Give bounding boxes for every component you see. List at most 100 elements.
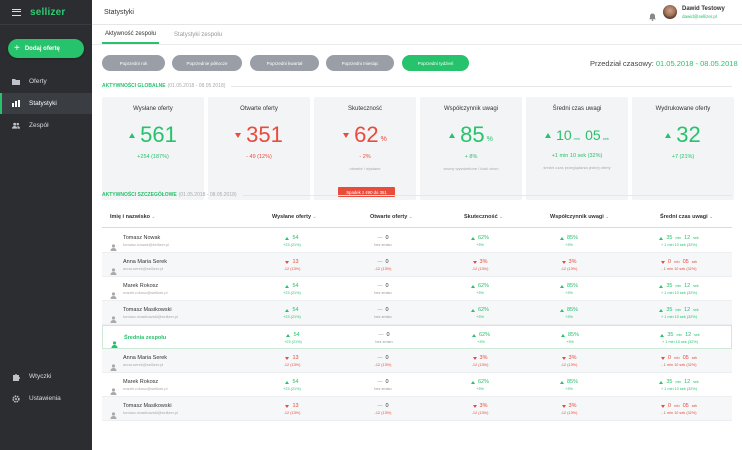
- period-button-miesiac[interactable]: Poprzedni miesiąc: [326, 55, 394, 71]
- cell-value: 54: [292, 235, 299, 241]
- cell-change: + 1 min 10 sek (32%): [661, 314, 697, 319]
- card-value: 561: [140, 122, 177, 147]
- cell-change: +3%: [565, 242, 573, 247]
- col-effectiveness[interactable]: Skuteczność: [464, 214, 503, 220]
- period-button-kwartal[interactable]: Poprzedni kwartał: [250, 55, 319, 71]
- card-min-unit: min: [573, 136, 581, 141]
- col-name[interactable]: Imię i nazwisko: [110, 214, 156, 220]
- avatar[interactable]: [663, 5, 677, 19]
- arrow-down-icon: [660, 356, 665, 360]
- cell-sent: 54 +23 (21%): [272, 379, 312, 391]
- row-email: tomasz.masikowski@sellizer.pl: [123, 410, 178, 415]
- row-email: marek.rokosz@sellizer.pl: [123, 290, 168, 295]
- cell-attention: 3% -12 (13%): [549, 355, 589, 367]
- row-name: Tomasz Masikowski: [123, 307, 172, 313]
- puzzle-icon: [12, 373, 20, 381]
- cell-opened: —0 -12 (13%): [363, 403, 403, 415]
- sidebar-item-ustawienia[interactable]: Ustawienia: [0, 388, 92, 409]
- person-icon: [110, 286, 117, 299]
- period-button-polrocze[interactable]: Poprzednie półrocze: [172, 55, 242, 71]
- dash-icon: —: [377, 307, 383, 313]
- sidebar-item-wtyczki[interactable]: Wtyczki: [0, 366, 92, 387]
- arrow-up-icon: [659, 308, 664, 312]
- arrow-up-icon: [285, 308, 290, 312]
- cell-effectiveness: 62% +3%: [460, 307, 500, 319]
- col-attention[interactable]: Współczynnik uwagi: [550, 214, 609, 220]
- arrow-up-icon: [449, 132, 456, 138]
- cell-change: +3%: [566, 339, 574, 344]
- cell-minutes: 35: [666, 283, 673, 289]
- cell-value: 3%: [568, 259, 577, 265]
- table-row-average[interactable]: Średnia zespołu 54 +23 (21%) —0 bez zmian 62%…: [102, 325, 732, 349]
- bell-icon[interactable]: [649, 8, 656, 21]
- cell-change: +23 (21%): [283, 386, 301, 391]
- cell-value: 0: [385, 283, 389, 289]
- cell-sec-unit: sek: [691, 356, 698, 360]
- card-title: Otwarte oferty: [240, 106, 278, 112]
- arrow-up-icon: [559, 236, 564, 240]
- cell-change: -12 (13%): [471, 362, 489, 367]
- sidebar-item-label: Wtyczki: [29, 373, 52, 380]
- period-button-rok[interactable]: Poprzedni rok: [102, 55, 165, 71]
- add-offer-button[interactable]: + Dodaj ofertę: [8, 39, 84, 58]
- row-email: anna.serek@sellizer.pl: [123, 362, 164, 367]
- cell-change: -12 (13%): [471, 266, 489, 271]
- hamburger-icon[interactable]: [12, 8, 21, 16]
- col-sent[interactable]: Wysłane oferty: [272, 214, 317, 220]
- table-row[interactable]: Tomasz Masikowski tomasz.masikowski@selli…: [102, 397, 732, 421]
- cell-opened: —0 bez zmian: [363, 235, 403, 247]
- cell-value: 0: [385, 355, 389, 361]
- row-name: Marek Rokosz: [123, 283, 159, 289]
- table-row[interactable]: Tomasz Masikowski tomasz.masikowski@selli…: [102, 301, 732, 325]
- cell-attention: 85% +3%: [550, 332, 590, 344]
- arrow-down-icon: [561, 260, 566, 264]
- table-row[interactable]: Tomasz Nowak tomasz.nowak@sellizer.pl 54 +2…: [102, 229, 732, 253]
- table-row[interactable]: Marek Rokosz marek.rokosz@sellizer.pl 54 +2…: [102, 277, 732, 301]
- card-unit: %: [486, 136, 493, 143]
- user-name[interactable]: Dawid Testowy: [682, 6, 725, 12]
- cell-sec-unit: sek: [691, 260, 698, 264]
- sidebar-item-statystyki[interactable]: Statystyki: [0, 93, 92, 114]
- cell-change: - 1 min 10 sek (32%): [661, 410, 697, 415]
- table-row[interactable]: Anna Maria Serek anna.serek@sellizer.pl 13…: [102, 349, 732, 373]
- cell-seconds: 12: [684, 283, 691, 289]
- arrow-up-icon: [470, 284, 475, 288]
- cell-avg-time: 0 min 05 sek - 1 min 10 sek (32%): [649, 259, 709, 271]
- sidebar: sellizer + Dodaj ofertę Oferty Statystyk…: [0, 0, 92, 450]
- cell-change: +23 (21%): [284, 339, 302, 344]
- global-section-title: AKTYWNOŚCI GLOBALNE: [102, 83, 166, 89]
- cell-sec-unit: sek: [694, 333, 700, 337]
- period-button-tydzien[interactable]: Poprzedni tydzień: [402, 55, 469, 71]
- tab-aktywnosc-zespolu[interactable]: Aktywność zespołu: [102, 25, 160, 44]
- card-wydrukowane-oferty: Wydrukowane oferty 32 +7 (21%): [632, 97, 734, 200]
- cell-value: 0: [385, 307, 389, 313]
- cell-change: bez zmian: [374, 386, 392, 391]
- cell-sent: 54 +23 (21%): [272, 235, 312, 247]
- tab-statystyki-zespolu[interactable]: Statystyki zespołu: [174, 31, 223, 38]
- arrow-up-icon: [559, 380, 564, 384]
- table-row[interactable]: Anna Maria Serek anna.serek@sellizer.pl 13…: [102, 253, 732, 277]
- arrow-up-icon: [660, 333, 665, 337]
- arrow-up-icon: [470, 236, 475, 240]
- cell-change: + 1 min 10 sek (32%): [661, 290, 697, 295]
- arrow-up-icon: [285, 236, 290, 240]
- cell-sec-unit: sek: [693, 236, 699, 240]
- col-avg-time[interactable]: Średni czas uwagi: [660, 214, 713, 220]
- arrow-up-icon: [659, 380, 664, 384]
- cell-value: 13: [292, 259, 299, 265]
- arrow-down-icon: [561, 404, 566, 408]
- sidebar-item-zespol[interactable]: Zespół: [0, 115, 92, 136]
- cell-effectiveness: 3% -12 (13%): [460, 403, 500, 415]
- cell-value: 62%: [477, 307, 489, 313]
- dash-icon: —: [377, 379, 383, 385]
- table-row[interactable]: Marek Rokosz marek.rokosz@sellizer.pl 54 +2…: [102, 373, 732, 397]
- sidebar-item-oferty[interactable]: Oferty: [0, 71, 92, 92]
- cell-change: + 1 min 10 sek (32%): [661, 386, 697, 391]
- cell-avg-time: 35 min 12 sek + 1 min 10 sek (32%): [649, 283, 709, 295]
- table-header: Imię i nazwisko Wysłane oferty Otwarte o…: [102, 208, 732, 228]
- col-opened[interactable]: Otwarte oferty: [370, 214, 413, 220]
- cell-value: 3%: [568, 403, 577, 409]
- card-footnote: otwarte / wysłane: [349, 166, 381, 171]
- cell-value: 62%: [478, 332, 490, 338]
- user-email: dawid@sellizer.pl: [682, 14, 717, 19]
